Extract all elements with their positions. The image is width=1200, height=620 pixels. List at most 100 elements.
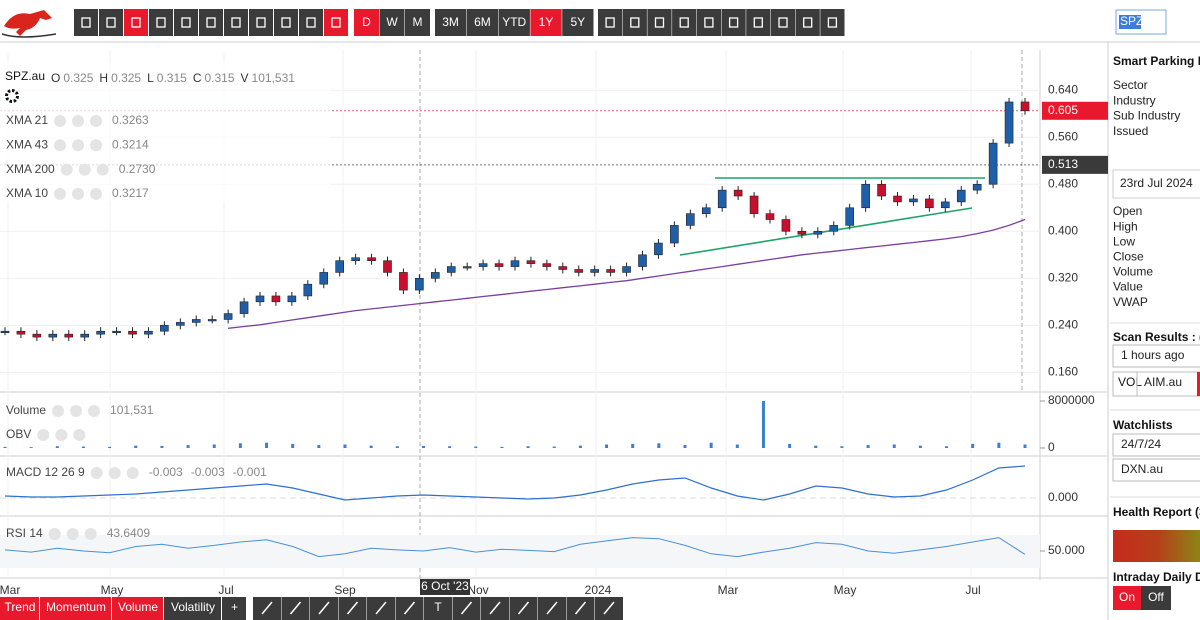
range-button[interactable]: [498, 9, 530, 36]
tool-button[interactable]: [721, 9, 746, 36]
toggle-on[interactable]: [1113, 586, 1141, 610]
tool-button[interactable]: [795, 9, 820, 36]
tool-button[interactable]: [622, 9, 647, 36]
candle: [941, 201, 950, 209]
indicator-icon[interactable]: [72, 115, 85, 127]
quote-field: Value: [1113, 280, 1143, 294]
tool-button[interactable]: [647, 9, 672, 36]
indicator-tab[interactable]: [164, 597, 221, 620]
indicator-icon[interactable]: [90, 115, 103, 127]
scan-row[interactable]: [1112, 371, 1200, 397]
tool-icon: [603, 601, 615, 615]
date-box[interactable]: [1112, 169, 1200, 199]
indicator-icon[interactable]: [55, 429, 68, 441]
settings-icon[interactable]: [5, 89, 19, 103]
candle: [542, 263, 552, 267]
indicator-icon[interactable]: [73, 429, 86, 441]
field-label: Issued: [1113, 124, 1148, 138]
indicator-icon[interactable]: [52, 405, 65, 417]
volume-bar: [605, 444, 609, 448]
range-button[interactable]: [435, 9, 467, 36]
select-text: 24/7/24: [1121, 437, 1161, 451]
chart-type-button[interactable]: [299, 9, 323, 36]
volume-bar: [997, 442, 1001, 448]
tool-button[interactable]: [598, 9, 623, 36]
indicator-icon[interactable]: [60, 163, 73, 176]
chart-type-button[interactable]: [174, 9, 198, 36]
indicator-tab-label: Volatility: [171, 600, 215, 614]
indicator-tab[interactable]: [112, 597, 163, 620]
indicator-icon[interactable]: [126, 467, 139, 479]
chart-type-button[interactable]: [274, 9, 298, 36]
indicator-icon[interactable]: [84, 528, 97, 540]
chart-type-button[interactable]: [249, 9, 273, 36]
select-box[interactable]: [1112, 433, 1200, 457]
indicator-icon[interactable]: [54, 139, 67, 152]
indicator-name: XMA 10: [6, 186, 48, 200]
drawing-tool[interactable]: [424, 597, 452, 620]
indicator-tab[interactable]: [40, 597, 111, 620]
chart-type-button[interactable]: [99, 9, 123, 36]
indicator-icon[interactable]: [90, 467, 103, 479]
indicator-icon[interactable]: [54, 115, 67, 127]
logo[interactable]: [1, 10, 57, 38]
x-tick-label: May: [101, 583, 124, 597]
indicator-icon[interactable]: [90, 187, 103, 200]
indicator-icon[interactable]: [48, 528, 61, 540]
field-label: Sub Industry: [1113, 109, 1180, 123]
chart-type-button[interactable]: [324, 9, 348, 36]
period-button[interactable]: [354, 9, 379, 36]
tool-button[interactable]: [696, 9, 721, 36]
indicator-icon[interactable]: [78, 163, 91, 176]
tool-button[interactable]: [746, 9, 771, 36]
select-box[interactable]: [1112, 458, 1200, 482]
indicator-tab[interactable]: [222, 597, 246, 620]
range-button[interactable]: [466, 9, 499, 36]
range-button[interactable]: [530, 9, 562, 36]
indicator-value: 0.3217: [112, 186, 149, 200]
indicator-icon[interactable]: [88, 405, 101, 417]
chart-type-button[interactable]: [74, 9, 98, 36]
tool-icon: [460, 601, 473, 615]
select-box[interactable]: [1112, 344, 1200, 368]
indicator-icon[interactable]: [37, 429, 50, 441]
range-button[interactable]: [562, 9, 594, 36]
indicator-icon[interactable]: [66, 528, 79, 540]
chart-type-button[interactable]: [199, 9, 223, 36]
indicator-icon[interactable]: [108, 467, 121, 479]
indicator-icon[interactable]: [54, 187, 67, 200]
indicator-tab[interactable]: [0, 597, 39, 620]
icon: [131, 17, 141, 28]
volume-bar: [866, 445, 870, 448]
period-button[interactable]: [379, 9, 405, 36]
quote-label: O: [51, 71, 60, 85]
chart-type-button[interactable]: [224, 9, 248, 36]
volume-bar: [631, 443, 635, 448]
indicator-icon[interactable]: [96, 163, 109, 176]
icon: [704, 17, 714, 28]
crosshair-label-box: [420, 579, 470, 595]
icon: [81, 17, 91, 28]
indicator-value: 101,531: [110, 403, 154, 417]
candle: [638, 254, 647, 267]
indicator-icon[interactable]: [72, 139, 85, 152]
x-tick-label: May: [834, 583, 857, 597]
candle: [48, 333, 58, 338]
tool-button[interactable]: [672, 9, 697, 36]
candle: [988, 142, 998, 185]
indicator-icon[interactable]: [90, 139, 103, 152]
indicator-icon[interactable]: [72, 187, 85, 200]
tool-button[interactable]: [820, 9, 845, 36]
toggle-off[interactable]: [1141, 586, 1171, 610]
chart-type-button[interactable]: [124, 9, 148, 36]
search-selection: [1119, 15, 1141, 29]
chart-type-button[interactable]: [149, 9, 173, 36]
indicator-icon[interactable]: [70, 405, 83, 417]
tool-icon: [517, 601, 530, 615]
candle: [909, 198, 918, 203]
period-button[interactable]: [405, 9, 430, 36]
icon: [753, 17, 763, 28]
select-text: DXN.au: [1121, 462, 1163, 476]
tool-button[interactable]: [770, 9, 796, 36]
tool-icon: [489, 601, 501, 615]
